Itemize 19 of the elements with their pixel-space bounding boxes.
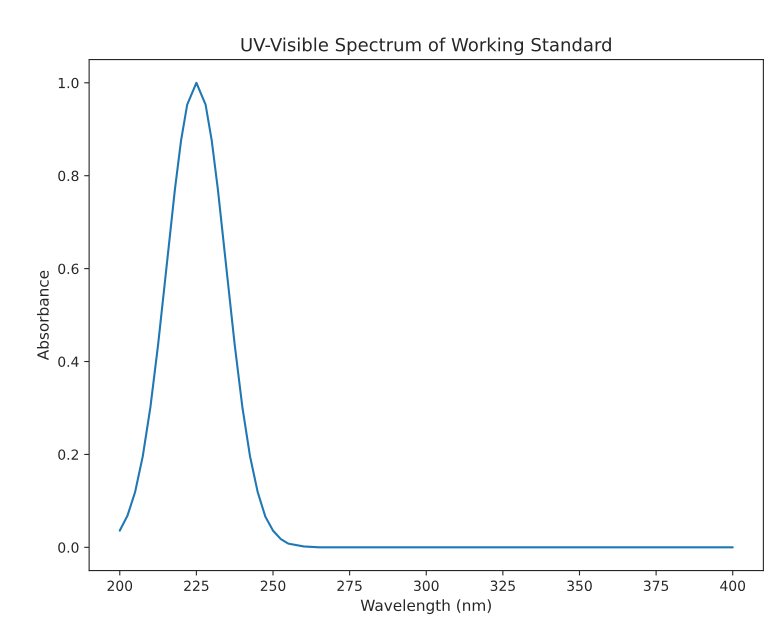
- y-tick-label: 0.8: [58, 170, 78, 182]
- y-tick-label: 0.4: [58, 356, 79, 367]
- x-tick-label: 300: [414, 580, 439, 592]
- x-tick-label: 200: [108, 580, 132, 592]
- x-axis-title: Wavelength (nm): [360, 599, 491, 614]
- y-tick-label: 0.6: [58, 264, 79, 274]
- y-tick-label: 0.0: [58, 542, 78, 553]
- x-tick-label: 400: [720, 580, 746, 592]
- chart-title: UV-Visible Spectrum of Working Standard: [242, 38, 611, 55]
- x-tick-label: 375: [644, 580, 668, 592]
- y-axis-title: Absorbance: [36, 270, 49, 360]
- x-tick-label: 250: [260, 580, 286, 592]
- x-tick-label: 225: [184, 580, 208, 592]
- y-tick-label: 0.2: [58, 449, 78, 460]
- x-tick-label: 325: [490, 580, 515, 592]
- line-series: [118, 82, 734, 548]
- x-tick-label: 275: [337, 580, 362, 592]
- x-tick-label: 350: [567, 580, 592, 592]
- y-tick-label: 1.0: [58, 78, 78, 88]
